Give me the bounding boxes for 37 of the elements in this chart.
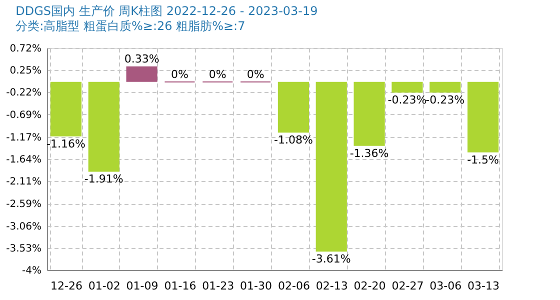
data-label: -1.91% <box>84 172 124 186</box>
x-tick-label: 02-13 <box>316 280 348 292</box>
x-tick-label: 02-06 <box>278 280 310 292</box>
y-tick-label: -0.22% <box>6 88 42 99</box>
y-tick-label: -4% <box>22 266 42 276</box>
x-tick-label: 12-26 <box>50 280 82 292</box>
data-label: -1.16% <box>46 137 86 150</box>
x-tick-label: 02-20 <box>354 280 386 292</box>
y-tick-label: -3.06% <box>6 221 42 232</box>
y-tick-label: 0.72% <box>10 44 42 54</box>
data-label: 0% <box>208 68 226 81</box>
chart-subtitle: 分类:高脂型 粗蛋白质%≥:26 粗脂肪%≥:7 <box>16 19 246 33</box>
x-tick-label: 01-23 <box>202 280 234 292</box>
x-tick-label: 01-09 <box>126 280 158 292</box>
data-label: -3.61% <box>312 252 351 266</box>
x-tick-label: 02-27 <box>392 280 424 292</box>
data-label: 0% <box>170 68 188 81</box>
y-tick-label: -2.59% <box>6 199 42 210</box>
y-tick-label: -1.64% <box>6 154 42 166</box>
y-tick-label: 0.25% <box>10 66 42 77</box>
chart-title: DDGS国内 生产价 周K柱图 2022-12-26 - 2023-03-19 <box>16 4 318 18</box>
y-tick-label: -2.11% <box>6 176 42 188</box>
x-tick-label: 01-30 <box>240 280 272 292</box>
data-label: 0% <box>246 68 264 81</box>
data-label: -1.08% <box>274 134 313 147</box>
x-tick-label: 03-06 <box>430 280 462 292</box>
y-tick-label: -3.53% <box>6 243 42 254</box>
x-tick-label: 01-02 <box>88 280 120 292</box>
y-tick-label: -0.69% <box>6 110 42 121</box>
x-tick-label: 03-13 <box>468 280 500 292</box>
data-label: -1.36% <box>350 146 389 160</box>
data-label: -1.5% <box>467 153 500 166</box>
x-tick-label: 01-16 <box>164 280 196 292</box>
data-label: -0.23% <box>388 94 427 107</box>
data-label: -0.23% <box>426 94 465 107</box>
data-label: 0.33% <box>124 52 160 66</box>
y-tick-label: -1.17% <box>6 132 42 144</box>
